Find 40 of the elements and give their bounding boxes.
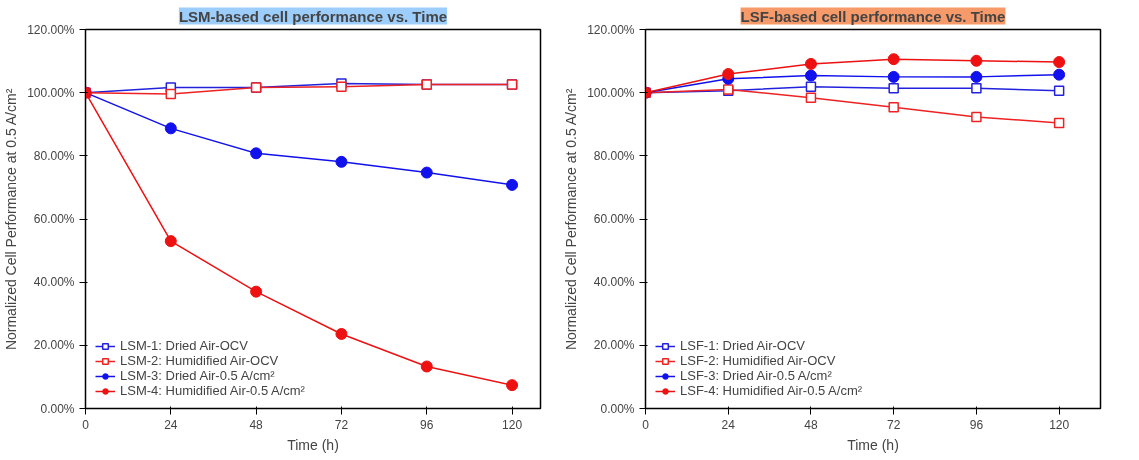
legend-label: LSM-2: Humidified Air-OCV	[120, 353, 279, 368]
y-tick-label: 0.00%	[600, 401, 635, 416]
x-tick-label: 24	[164, 417, 178, 432]
legend-label: LSF-1: Dried Air-OCV	[680, 338, 805, 353]
x-tick-label: 0	[642, 417, 650, 432]
x-tick-label: 48	[249, 417, 264, 432]
x-axis-title: Time (h)	[847, 436, 899, 453]
chart-title: LSF-based cell performance vs. Time	[740, 7, 1006, 25]
y-tick-label: 60.00%	[593, 212, 635, 226]
legend-label: LSF-3: Dried Air-0.5 A/cm²	[680, 368, 832, 383]
legend-label: LSF-4: Humidified Air-0.5 A/cm²	[680, 383, 863, 398]
y-tick-label: 80.00%	[33, 148, 75, 163]
x-tick-label: 72	[334, 417, 349, 432]
x-tick-label: 24	[721, 417, 736, 432]
legend-label: LSF-2: Humidified Air-OCV	[680, 353, 836, 368]
y-tick-label: 20.00%	[33, 338, 75, 353]
x-tick-label: 120	[1049, 417, 1070, 432]
chart-title: LSM-based cell performance vs. Time	[178, 7, 448, 25]
y-tick-label: 80.00%	[593, 148, 635, 163]
x-tick-label: 0	[82, 417, 90, 432]
y-tick-label: 0.00%	[40, 401, 75, 416]
y-tick-label: 120.00%	[587, 22, 635, 37]
x-axis-title: Time (h)	[287, 436, 339, 453]
y-axis-title: Normalized Cell Performance at 0.5 A/cm²	[563, 88, 580, 351]
x-tick-label: 48	[804, 417, 818, 432]
y-tick-label: 100.00%	[27, 85, 75, 100]
y-tick-label: 20.00%	[593, 338, 635, 353]
y-tick-label: 60.00%	[33, 212, 75, 226]
y-tick-label: 100.00%	[587, 85, 635, 100]
y-axis-title: Normalized Cell Performance at 0.5 A/cm²	[3, 88, 20, 351]
y-tick-label: 120.00%	[27, 22, 75, 37]
y-tick-label: 40.00%	[33, 275, 75, 290]
x-tick-label: 72	[887, 417, 901, 432]
x-tick-label: 96	[969, 417, 984, 432]
legend-label: LSM-3: Dried Air-0.5 A/cm²	[120, 368, 275, 383]
legend-label: LSM-4: Humidified Air-0.5 A/cm²	[120, 383, 305, 398]
y-tick-label: 40.00%	[593, 275, 635, 290]
legend-label: LSM-1: Dried Air-OCV	[120, 338, 248, 353]
x-tick-label: 96	[420, 417, 434, 432]
x-tick-label: 120	[502, 417, 523, 432]
